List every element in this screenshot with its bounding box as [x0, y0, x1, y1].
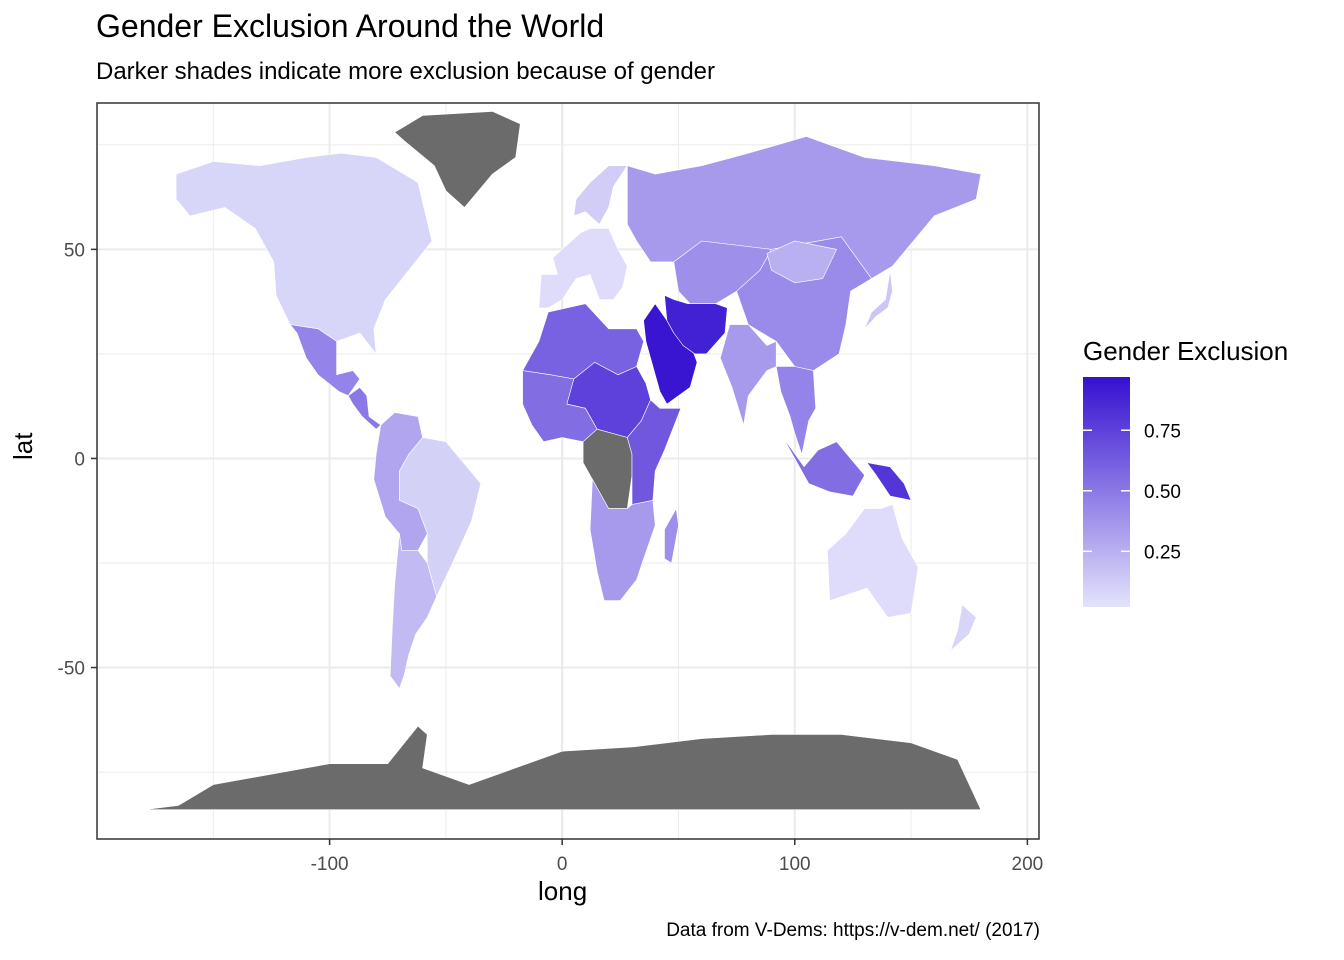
region-southeast-asia [775, 366, 817, 456]
x-tick-label: -100 [311, 854, 349, 875]
chart-caption: Data from V-Dems: https://v-dem.net/ (20… [666, 920, 1040, 941]
legend-colorbar [1083, 377, 1130, 607]
legend-tick-label: 0.25 [1144, 542, 1181, 563]
region-scandinavia [573, 165, 628, 225]
region-australia [826, 504, 919, 618]
legend-tick-label: 0.75 [1144, 421, 1181, 442]
region-central-africa [582, 428, 633, 509]
region-madagascar [664, 507, 679, 564]
region-russia [626, 136, 982, 279]
region-andean-south-america [373, 412, 428, 551]
region-japan [864, 270, 893, 330]
plot-border [96, 102, 1040, 840]
region-antarctica [143, 725, 982, 811]
x-tick-label: 200 [1012, 854, 1044, 875]
region-indonesia [782, 437, 865, 497]
chart-subtitle: Darker shades indicate more exclusion be… [96, 58, 716, 85]
region-papua-new-guinea [866, 462, 912, 501]
region-iran-afghanistan [664, 294, 728, 355]
region-western-europe [538, 228, 628, 309]
x-tick-label: 0 [557, 854, 568, 875]
chart-title: Gender Exclusion Around the World [96, 8, 605, 44]
region-new-zealand [949, 604, 977, 652]
y-tick-label: -50 [58, 659, 85, 680]
region-southern-africa [589, 478, 656, 601]
region-middle-east [643, 303, 698, 405]
x-axis-label: long [538, 876, 588, 906]
region-mexico [289, 324, 361, 397]
x-tick-label: 100 [779, 854, 811, 875]
region-mongolia [766, 240, 838, 284]
region-greenland [394, 111, 521, 208]
y-axis-label: lat [8, 432, 38, 460]
y-tick-label: 0 [74, 449, 85, 470]
legend-tick-label: 0.50 [1144, 482, 1181, 503]
region-southern-cone [389, 533, 437, 690]
region-east-africa [626, 399, 682, 505]
y-tick-label: 50 [64, 240, 85, 261]
legend-title: Gender Exclusion [1083, 336, 1289, 366]
region-north-america-us-canada [175, 152, 433, 355]
